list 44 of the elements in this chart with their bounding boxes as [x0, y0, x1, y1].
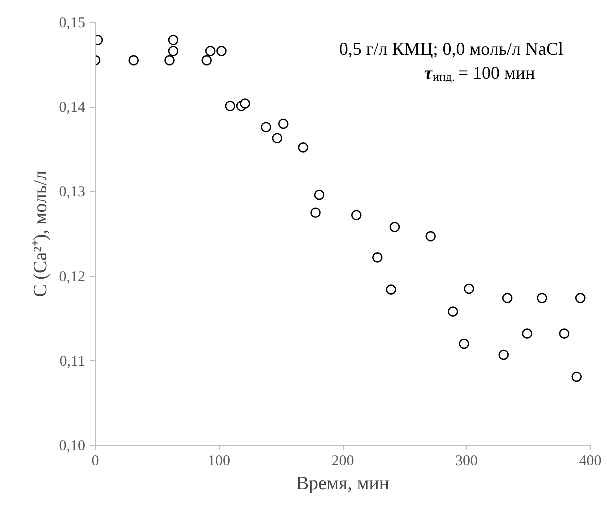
point	[225, 101, 236, 112]
x-tick-label: 300	[456, 454, 478, 470]
x-tick-label: 0	[92, 454, 100, 470]
point	[426, 231, 436, 242]
point	[216, 46, 227, 56]
point	[202, 55, 212, 66]
point	[386, 284, 396, 295]
point	[168, 35, 179, 46]
y-tick-label: 0,15	[59, 16, 86, 32]
point	[459, 338, 470, 350]
point	[502, 293, 513, 304]
point	[372, 252, 383, 263]
y-tick-label: 0,14	[59, 100, 86, 116]
y-tick-label: 0,12	[59, 269, 86, 286]
point	[498, 350, 510, 360]
point	[537, 293, 548, 304]
y-tick-label: 0,10	[59, 438, 86, 454]
point	[205, 46, 216, 56]
y-tick-label: 0,11	[60, 354, 86, 370]
point	[575, 293, 586, 304]
point	[390, 222, 400, 232]
x-tick-label: 400	[579, 454, 602, 470]
point	[314, 190, 325, 200]
y-axis-title: C (Ca²⁺), моль/л	[30, 170, 52, 298]
point	[351, 210, 362, 221]
point	[261, 122, 272, 133]
x-tick-label: 200	[332, 454, 354, 470]
point	[272, 133, 283, 144]
point	[310, 208, 321, 218]
x-tick-label: 100	[208, 454, 230, 470]
point	[298, 142, 309, 153]
point	[464, 284, 474, 294]
y-tick-label: 0,13	[59, 184, 86, 201]
point	[240, 98, 250, 109]
point	[168, 46, 179, 56]
point	[559, 328, 570, 339]
point	[128, 55, 140, 66]
point	[572, 372, 582, 382]
point	[278, 118, 289, 130]
point	[448, 306, 458, 317]
point	[522, 328, 533, 339]
annotation: 0,5 г/л КМЦ; 0,0 моль/л NaCl	[339, 38, 564, 59]
point	[164, 55, 175, 66]
x-axis-title: Время, мин	[296, 474, 390, 494]
